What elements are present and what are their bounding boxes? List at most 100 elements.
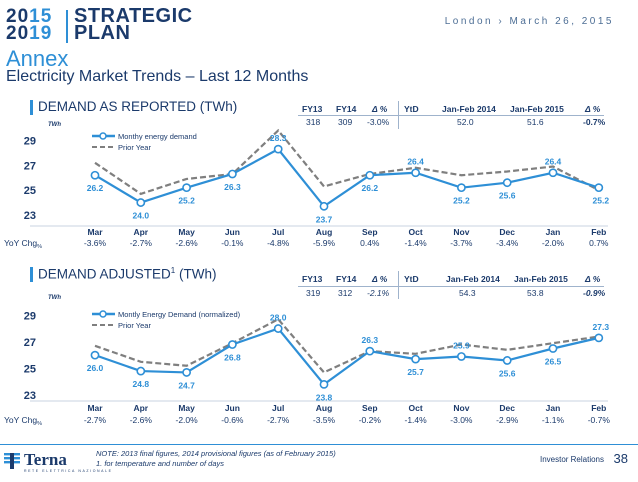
- chart1-data-label: 26.3: [224, 182, 241, 192]
- chart1-demand-point: [319, 201, 329, 211]
- chart2-ytick-label: 23: [24, 390, 36, 402]
- chart1-demand-point: [456, 183, 466, 193]
- chart2-data-label: 26.0: [87, 363, 104, 373]
- chart2-legend-demand-marker: [99, 310, 107, 318]
- chart1-jf14-value: 52.0: [457, 117, 474, 127]
- chart2-demand-point: [319, 379, 329, 389]
- chart1-data-label: 23.7: [316, 214, 333, 224]
- chart2-data-label: 23.8: [316, 392, 333, 402]
- terna-logo: Terna RETE ELETTRICA NAZIONALE: [4, 450, 111, 482]
- chart2-table-divider: [298, 286, 604, 287]
- chart2-demand-point: [411, 354, 420, 364]
- chart1-table-vdivider: [398, 101, 399, 129]
- chart2-yoy-label-subscript: %: [37, 421, 42, 427]
- chart1-month-label: Feb: [591, 227, 606, 237]
- chart2-month-label: Mar: [87, 403, 103, 413]
- chart2-demand-point: [273, 324, 283, 333]
- chart2-month-label: Oct: [409, 403, 423, 413]
- chart1-yoy-value: -5.9%: [313, 238, 336, 248]
- chart2-yoy-value: -2.9%: [496, 415, 519, 425]
- chart2-month-label: Jan: [546, 403, 561, 413]
- chart1-yoy-value: -0.1%: [221, 238, 244, 248]
- chart1-yoy-label: YoY Chg%: [4, 238, 42, 250]
- chart1-data-label: 26.2: [362, 183, 379, 193]
- plan-years-logo: 2015 2019: [6, 6, 53, 44]
- chart1-month-label: Apr: [133, 227, 148, 237]
- event-location: London › March 26, 2015: [444, 16, 614, 27]
- chart2-title: DEMAND ADJUSTED1 (TWh): [38, 266, 217, 282]
- chart1-jf15-value: 51.6: [527, 117, 544, 127]
- chart2-yoy-value: -0.2%: [359, 415, 382, 425]
- chart1-data-label: 26.4: [545, 157, 562, 167]
- chart1-yoy-value: -3.6%: [84, 238, 107, 248]
- chart1-month-label: Jan: [546, 227, 561, 237]
- chart2-data-label: 25.6: [499, 368, 516, 378]
- chart2-table-vdivider: [398, 271, 399, 299]
- chart2-legend-prior-label: Prior Year: [118, 321, 151, 330]
- chart1-month-label: May: [178, 227, 195, 237]
- chart2-ytick-label: 25: [24, 363, 36, 375]
- chart2-month-label: Feb: [591, 403, 606, 413]
- chart2-jf15-header: Jan-Feb 2015: [514, 274, 568, 284]
- chart1-title: DEMAND AS REPORTED (TWh): [38, 99, 238, 114]
- chart2-delta2-header: Δ %: [585, 274, 601, 284]
- chart1-data-label: 28.3: [270, 133, 287, 143]
- chart1-ytick-label: 29: [24, 135, 36, 147]
- chart2-yoy-value: -0.6%: [221, 415, 244, 425]
- chart1-demand-point: [502, 178, 512, 188]
- chart1-table-divider: [298, 115, 604, 116]
- chart1-data-label: 25.2: [453, 196, 470, 206]
- chart2-yoy-value: -0.7%: [588, 415, 611, 425]
- chart1-delta-header: Δ %: [372, 104, 388, 114]
- chart1-month-label: Nov: [453, 227, 469, 237]
- chart2-demand-point: [136, 366, 146, 376]
- plan-title-logo: STRATEGIC PLAN: [74, 5, 193, 44]
- chart1-month-label: Jul: [272, 227, 284, 237]
- chart1-month-label: Jun: [225, 227, 240, 237]
- chart1-yoy-value: -2.6%: [175, 238, 198, 248]
- chart2-plot: 29 27 25 23 Montly Energy Demand (normalized…: [4, 310, 611, 427]
- chart1-jf14-header: Jan-Feb 2014: [442, 104, 496, 114]
- chart2-data-label: 26.5: [545, 357, 562, 367]
- chart2-yoy-value: -1.4%: [404, 415, 427, 425]
- chart1-ytick-label: 25: [24, 185, 36, 197]
- chart1-ytick-label: 27: [24, 160, 36, 172]
- chart2-ytd-header: YtD: [404, 274, 419, 284]
- chart1-delta2-value: -0.7%: [583, 117, 606, 127]
- chart1-fy14-header: FY14: [336, 104, 357, 114]
- chart2-month-label: Aug: [316, 403, 333, 413]
- chart1-demand-point: [227, 169, 237, 179]
- chart1-yoy-value: -1.4%: [404, 238, 427, 248]
- chart1-demand-point: [273, 144, 283, 154]
- chart2-yoy-value: -3.5%: [313, 415, 336, 425]
- chart2-unit: TWh: [48, 295, 61, 301]
- chart2-ytick-label: 27: [24, 337, 36, 349]
- chart2-month-label: Sep: [362, 403, 378, 413]
- chart1-delta-value: -3.0%: [367, 117, 390, 127]
- chart2-demand-point: [182, 368, 191, 377]
- chart2-data-label: 26.8: [224, 353, 241, 363]
- chart1-demand-point: [548, 168, 558, 178]
- chart1-data-label: 25.6: [499, 191, 516, 201]
- chart2-fy13-header: FY13: [302, 274, 323, 284]
- chart2-data-label: 25.9: [453, 340, 470, 350]
- page-number: 38: [613, 451, 628, 466]
- chart1-demand-point: [182, 183, 191, 193]
- chart2-delta-value: -2.1%: [367, 288, 390, 298]
- chart1-yoy-value: 0.7%: [589, 238, 609, 248]
- chart2-demand-point: [456, 352, 466, 361]
- terna-wordmark: Terna: [24, 450, 67, 469]
- chart2-prior-year-line: [94, 317, 599, 374]
- chart2-yoy-value: -2.6%: [130, 415, 153, 425]
- chart1-unit: TWh: [48, 122, 61, 128]
- chart2-delta-header: Δ %: [372, 274, 388, 284]
- chart1-data-label: 25.2: [593, 196, 610, 206]
- chart1-demand-line: [94, 147, 600, 208]
- chart2-demand-point: [365, 346, 375, 356]
- chart1-data-label: 24.0: [133, 211, 150, 221]
- chart1-jf15-header: Jan-Feb 2015: [510, 104, 564, 114]
- chart2-data-label: 24.7: [178, 380, 195, 390]
- chart2-fy14-value: 312: [338, 288, 353, 298]
- footer-divider: [0, 444, 638, 445]
- chart1-legend-demand-label: Monthy energy demand: [118, 132, 197, 141]
